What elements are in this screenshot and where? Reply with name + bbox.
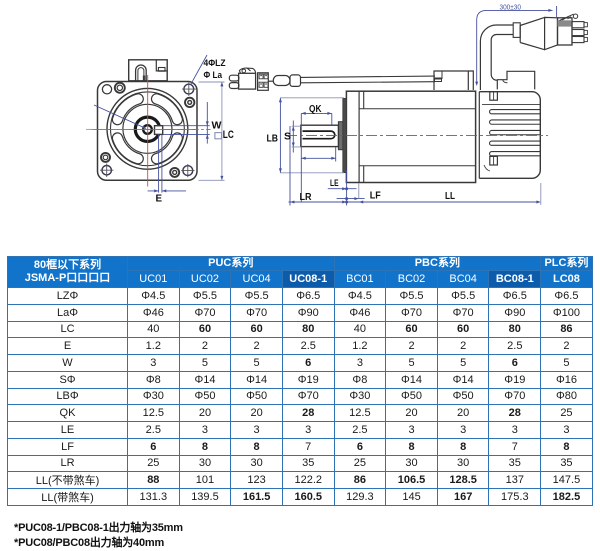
svg-text:Φ La: Φ La (204, 70, 223, 81)
svg-text:LB: LB (267, 133, 279, 145)
svg-text:S: S (284, 130, 291, 142)
svg-text:LF: LF (370, 189, 382, 201)
svg-text:LR: LR (300, 192, 313, 203)
svg-text:W: W (212, 119, 222, 131)
svg-text:LE: LE (330, 178, 339, 189)
svg-text:LC: LC (223, 129, 234, 141)
svg-text:300±30: 300±30 (500, 3, 522, 12)
svg-text:LL: LL (445, 190, 455, 202)
svg-text:QK: QK (309, 103, 322, 115)
svg-text:E: E (156, 194, 163, 205)
svg-text:4ΦLZ: 4ΦLZ (204, 58, 226, 69)
